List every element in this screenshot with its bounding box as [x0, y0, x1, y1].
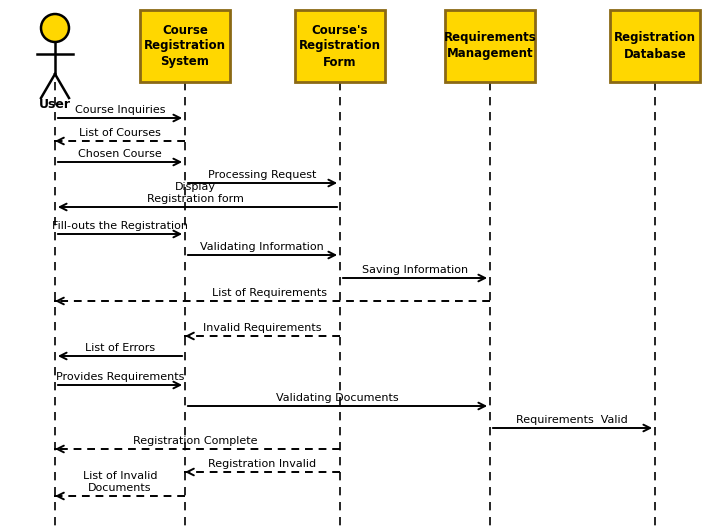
Text: Fill-outs the Registration: Fill-outs the Registration: [52, 221, 188, 231]
Text: List of Invalid
Documents: List of Invalid Documents: [83, 471, 157, 493]
Text: List of Errors: List of Errors: [85, 343, 155, 353]
Text: Validating Information: Validating Information: [200, 242, 324, 252]
Text: List of Courses: List of Courses: [79, 128, 161, 138]
Text: Display
Registration form: Display Registration form: [147, 183, 243, 204]
Text: User: User: [39, 98, 71, 111]
Text: Requirements  Valid: Requirements Valid: [516, 415, 628, 425]
Text: Registration Complete: Registration Complete: [132, 436, 257, 446]
Bar: [295, 10, 385, 82]
Text: List of Requirements: List of Requirements: [212, 288, 328, 298]
Text: Provides Requirements: Provides Requirements: [56, 372, 184, 382]
Text: Invalid Requirements: Invalid Requirements: [203, 323, 321, 333]
Text: Registration
Database: Registration Database: [614, 32, 696, 60]
Text: Course Inquiries: Course Inquiries: [75, 105, 166, 115]
Text: Course's
Registration
Form: Course's Registration Form: [299, 24, 381, 68]
Text: Saving Information: Saving Information: [362, 265, 468, 275]
Text: Chosen Course: Chosen Course: [78, 149, 162, 159]
Circle shape: [41, 14, 69, 42]
Text: Registration Invalid: Registration Invalid: [208, 459, 316, 469]
Text: Requirements
Management: Requirements Management: [444, 32, 536, 60]
Bar: [445, 10, 535, 82]
Bar: [140, 10, 230, 82]
Bar: [610, 10, 700, 82]
Text: Processing Request: Processing Request: [208, 170, 316, 180]
Text: Validating Documents: Validating Documents: [276, 393, 398, 403]
Text: Course
Registration
System: Course Registration System: [144, 24, 226, 68]
